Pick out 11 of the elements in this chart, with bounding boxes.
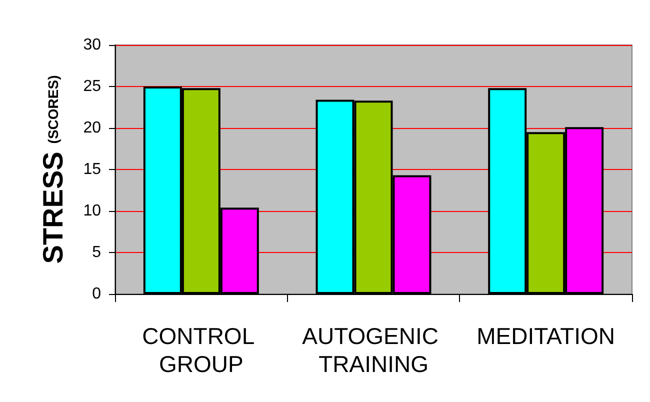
x-tick-label: AUTOGENIC TRAINING [302,323,445,377]
x-tick-label: CONTROL GROUP [142,323,260,377]
y-axis-title: STRESS (SCORES) [38,75,68,264]
y-tick-label: 0 [92,286,102,302]
y-tick-label: 5 [92,244,102,261]
y-tick-label: 20 [83,120,102,136]
y-tick-label: 15 [83,161,102,178]
y-tick-label: 10 [83,202,102,220]
y-tick-label: 25 [83,78,102,95]
x-tick-label: MEDITATION [476,323,616,349]
y-tick-label: 30 [83,36,102,54]
